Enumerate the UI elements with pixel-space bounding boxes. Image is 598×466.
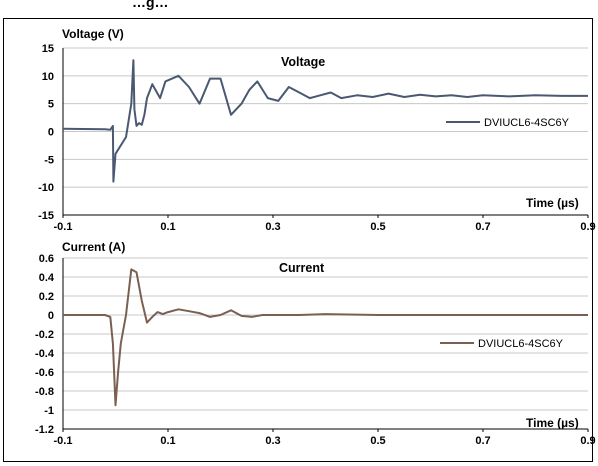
- current-x-tick-label: -0.1: [54, 435, 73, 447]
- cropped-header-text: …g…: [132, 0, 169, 10]
- voltage-x-tick-label: -0.1: [54, 221, 73, 233]
- current-y-tick-label: 0.2: [39, 291, 54, 303]
- voltage-y-tick-label: 0: [48, 127, 54, 139]
- figure-border: [3, 18, 593, 462]
- voltage-x-tick-label: 0.5: [370, 221, 385, 233]
- current-y-tick-label: 0.4: [39, 272, 55, 284]
- current-y-tick-label: 0.6: [39, 253, 54, 265]
- current-x-axis-label: Time (µs): [526, 416, 579, 430]
- current-x-tick-label: 0.1: [160, 435, 175, 447]
- voltage-y-tick-label: -5: [44, 154, 54, 166]
- current-y-tick-label: -1.2: [35, 424, 54, 436]
- voltage-y-tick-label: -10: [38, 182, 54, 194]
- current-y-tick-label: -1: [44, 405, 54, 417]
- voltage-x-axis-label: Time (µs): [526, 196, 579, 210]
- current-y-tick-label: -0.4: [35, 348, 55, 360]
- voltage-y-axis-label: Voltage (V): [62, 27, 124, 41]
- voltage-legend-label: DVIUCL6-4SC6Y: [484, 117, 570, 129]
- current-y-tick-label: -0.2: [35, 329, 54, 341]
- current-x-tick-label: 0.5: [370, 435, 385, 447]
- current-y-tick-label: 0: [48, 310, 54, 322]
- voltage-x-tick-label: 0.7: [475, 221, 490, 233]
- voltage-chart-title: Voltage: [281, 55, 325, 69]
- voltage-x-tick-label: 0.9: [580, 221, 595, 233]
- current-chart-title: Current: [279, 261, 325, 275]
- voltage-y-tick-label: 15: [42, 43, 54, 55]
- current-x-tick-label: 0.7: [475, 435, 490, 447]
- voltage-x-tick-label: 0.1: [160, 221, 175, 233]
- voltage-x-tick-label: 0.3: [265, 221, 280, 233]
- voltage-series-line: [62, 59, 588, 183]
- current-y-axis-label: Current (A): [62, 240, 125, 254]
- voltage-y-tick-label: 5: [48, 99, 54, 111]
- current-y-tick-label: -0.6: [35, 367, 54, 379]
- current-y-tick-label: -0.8: [35, 386, 54, 398]
- current-legend-label: DVIUCL6-4SC6Y: [478, 338, 564, 350]
- current-x-tick-label: 0.3: [265, 435, 280, 447]
- current-series-line: [63, 268, 588, 407]
- current-x-tick-label: 0.9: [580, 435, 595, 447]
- voltage-y-tick-label: 10: [42, 71, 54, 83]
- voltage-y-tick-label: -15: [38, 210, 54, 222]
